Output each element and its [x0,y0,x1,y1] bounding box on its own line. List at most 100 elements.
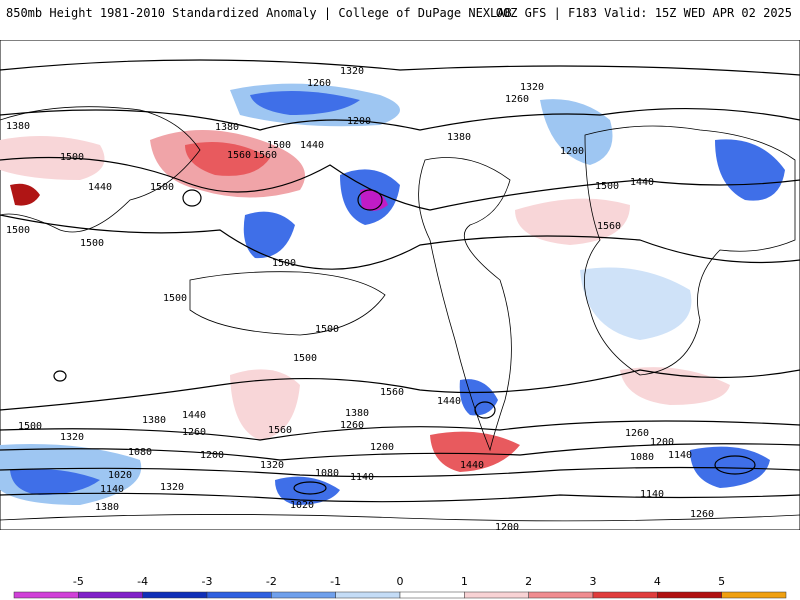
contour-label: 1500 [6,225,30,236]
contour-label: 1500 [150,182,174,193]
contour-low-south-east [714,455,756,475]
colorbar-segment [657,591,722,599]
antarctica-outline [0,514,800,522]
contour-label: 1560 [380,387,404,398]
contour-low-nepacific [357,189,383,211]
australia-outline [189,271,386,336]
colorbar-segment [78,591,143,599]
contour-label: 1380 [447,132,471,143]
contour-label: 1320 [520,82,544,93]
contour-label: 1380 [142,415,166,426]
contour-label: 1320 [160,482,184,493]
contour-label: 1500 [267,140,291,151]
positive-anomaly-atlantic [515,198,630,245]
negative-anomaly-africa [580,267,692,340]
colorbar-segment [721,591,787,599]
contour-label: 1320 [260,460,284,471]
colorbar-segment [271,591,336,599]
contour-low-sa [474,401,496,419]
contour-label: 1200 [560,146,584,157]
contour-label: 1260 [690,509,714,520]
contour-label: 1440 [437,396,461,407]
contour-label: 1500 [80,238,104,249]
positive-anomaly-satlantic [430,431,520,472]
contour-label: 1380 [95,502,119,513]
americas-outline [418,157,512,452]
contour-label: 1380 [345,408,369,419]
contour-label: 1500 [595,181,619,192]
contour-label: 1020 [290,500,314,511]
negative-anomaly-npacific [243,211,295,259]
coastlines [0,106,800,522]
negative-anomaly-sa-coast [459,379,498,416]
colorbar-segment [464,591,529,599]
contour-label: 1200 [200,450,224,461]
positive-anomaly-spacific [230,369,300,440]
colorbar-tick-label: 0 [397,575,404,588]
contour-label: 1560 [227,150,251,161]
colorbar-tick-label: 5 [718,575,725,588]
contour-1500-tropics [0,214,800,270]
colorbar-tick-label: -3 [202,575,213,588]
colorbar-tick-label: 4 [654,575,661,588]
contour-label: 1380 [215,122,239,133]
contour-label: 1560 [268,425,292,436]
contour-1320-north [0,59,800,76]
colorbar-tick-label: -2 [266,575,277,588]
contour-label: 1200 [370,442,394,453]
contour-1140-south [0,492,800,503]
contour-label: 1260 [182,427,206,438]
colorbar-segment [142,591,208,599]
colorbar-ticks: -5 -4 -3 -2 -1 0 1 2 3 4 5 [73,575,725,588]
contour-label: 1500 [293,353,317,364]
contour-label: 1380 [6,121,30,132]
colorbar-tick-label: -4 [137,575,148,588]
contour-labels: 1320 1260 1200 1380 1440 1500 1560 1320 … [6,66,714,530]
negative-anomaly-south-east [690,446,770,488]
negative-anomaly-south-west-core [10,468,100,495]
contour-label: 1080 [315,468,339,479]
contour-1500-south [0,369,800,411]
contour-label: 1320 [340,66,364,77]
contour-label: 1500 [315,324,339,335]
negative-anomaly-arctic-core [250,91,360,115]
contour-1380-north [0,108,800,131]
height-contours [0,59,800,503]
colorbar-segment [528,591,594,599]
contour-label: 1560 [597,221,621,232]
colorbar-segment [592,591,658,599]
contour-low-south-west [53,370,67,382]
contour-label: 1080 [630,452,654,463]
colorbar-segment [335,591,401,599]
contour-1320-south [0,443,800,461]
contour-low-south-central [293,481,327,495]
contour-label: 1200 [495,522,519,530]
negative-anomaly-south-central [275,476,340,505]
contour-label: 1260 [505,94,529,105]
header: 850mb Height 1981-2010 Standardized Anom… [0,0,800,28]
contour-1500-north [0,156,800,211]
contour-label: 1020 [108,470,132,481]
contour-label: 1200 [650,437,674,448]
contour-low-asia [182,189,202,207]
map-title: 850mb Height 1981-2010 Standardized Anom… [6,6,512,20]
contour-label: 1140 [100,484,124,495]
extreme-positive-anomaly [10,183,40,206]
colorbar-segment [206,591,272,599]
contour-label: 1140 [668,450,692,461]
contour-label: 1140 [350,472,374,483]
contour-label: 1560 [253,150,277,161]
colorbar-segment [13,591,79,599]
colorbar-segment [399,591,465,599]
colorbar-segments [13,591,787,599]
colorbar-tick-label: 1 [461,575,468,588]
contour-label: 1500 [60,152,84,163]
colorbar-tick-label: -1 [330,575,341,588]
contour-label: 1440 [630,177,654,188]
contour-1200-south [0,466,800,478]
contour-label: 1440 [182,410,206,421]
contour-label: 1140 [640,489,664,500]
contour-label: 1500 [163,293,187,304]
contour-label: 1260 [307,78,331,89]
positive-anomaly-asia-core [185,141,270,176]
